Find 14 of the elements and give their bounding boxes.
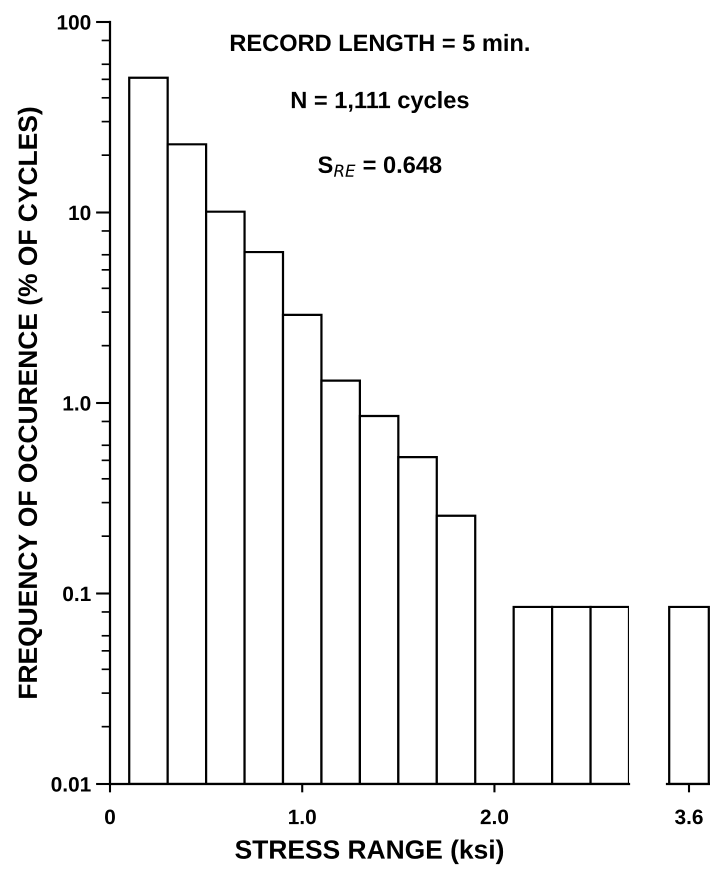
x-tick-label: 2.0	[480, 810, 508, 824]
y-axis-title: FREQUENCY OF OCCURENCE (% OF CYCLES)	[18, 108, 42, 698]
x-tick-label: 3.6	[675, 810, 703, 824]
y-tick-label: 10	[69, 206, 90, 220]
x-tick-label: 0	[105, 810, 115, 824]
annotation: RECORD LENGTH = 5 min.	[230, 34, 529, 52]
y-tick-label: 100	[58, 15, 90, 30]
y-tick-label: 0.1	[63, 586, 91, 602]
annotation: S$_{RE}$ = 0.648	[318, 156, 442, 177]
annotation: N = 1,111 cycles	[292, 91, 469, 114]
x-axis-title: STRESS RANGE (ksi)	[235, 840, 504, 864]
y-tick-label: 1.0	[64, 396, 90, 411]
x-tick-label: 1.0	[289, 810, 316, 824]
y-tick-label: 0.01	[52, 777, 91, 792]
